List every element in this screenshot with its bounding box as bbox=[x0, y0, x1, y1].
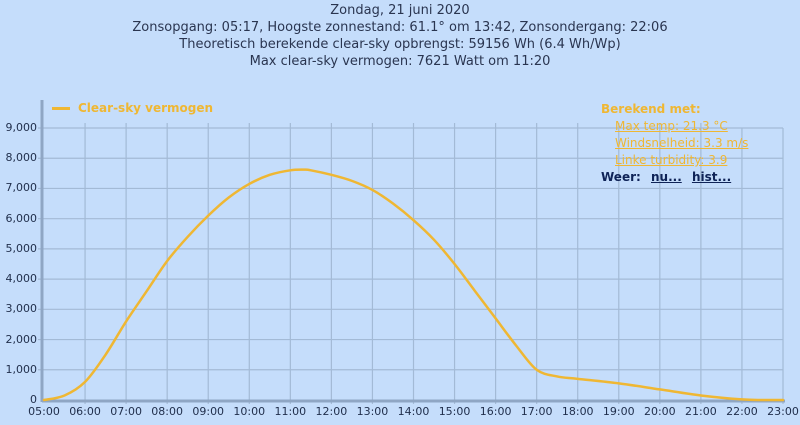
y-tick-label: 0 bbox=[30, 393, 37, 406]
y-tick-label: 2,000 bbox=[5, 332, 38, 346]
max-power: Max clear-sky vermogen: 7621 Watt om 11:… bbox=[249, 54, 551, 69]
weather-label: Weer: bbox=[601, 170, 641, 184]
wind-speed-link[interactable]: Windsnelheid: 3.3 m/s bbox=[615, 136, 749, 150]
x-tick-label: 13:00 bbox=[356, 405, 389, 418]
weather-now-link[interactable]: nu... bbox=[651, 170, 682, 184]
grid-lines bbox=[38, 123, 784, 404]
y-tick-label: 8,000 bbox=[5, 151, 38, 165]
x-tick-label: 11:00 bbox=[274, 405, 307, 418]
clear-sky-power-line bbox=[42, 168, 785, 402]
max-temp-link[interactable]: Max temp: 21.3 °C bbox=[615, 119, 728, 133]
y-tick-label: 3,000 bbox=[5, 302, 38, 316]
x-tick-label: 06:00 bbox=[69, 405, 101, 418]
y-tick-label: 5,000 bbox=[5, 241, 38, 255]
weather-hist-link[interactable]: hist... bbox=[691, 170, 732, 184]
x-tick-label: 15:00 bbox=[438, 405, 471, 418]
x-tick-label: 16:00 bbox=[479, 405, 512, 418]
legend-line-icon bbox=[52, 106, 70, 110]
x-tick-label: 12:00 bbox=[315, 405, 348, 418]
x-tick-label: 08:00 bbox=[151, 405, 183, 418]
x-tick-label: 10:00 bbox=[233, 405, 266, 418]
x-tick-label: 18:00 bbox=[561, 405, 594, 418]
date-title: Zondag, 21 juni 2020 bbox=[330, 3, 470, 18]
x-tick-label: 09:00 bbox=[192, 405, 225, 418]
chart-legend[interactable]: Clear-sky vermogen bbox=[52, 101, 213, 115]
y-tick-label: 1,000 bbox=[5, 362, 38, 376]
calculation-info: Berekend met: Max temp: 21.3 °C Windsnel… bbox=[601, 101, 748, 186]
y-tick-label: 9,000 bbox=[5, 121, 38, 134]
x-tick-label: 14:00 bbox=[397, 405, 430, 418]
y-tick-label: 4,000 bbox=[5, 272, 38, 286]
x-tick-label: 20:00 bbox=[643, 405, 676, 418]
chart-header: Zondag, 21 juni 2020 Zonsopgang: 05:17, … bbox=[0, 2, 800, 70]
x-tick-label: 07:00 bbox=[110, 405, 142, 418]
theoretical-yield: Theoretisch berekende clear-sky opbrengs… bbox=[179, 37, 621, 52]
sun-info: Zonsopgang: 05:17, Hoogste zonnestand: 6… bbox=[132, 20, 668, 35]
x-tick-label: 17:00 bbox=[520, 405, 553, 418]
x-tick-label: 22:00 bbox=[726, 405, 758, 418]
x-tick-label: 21:00 bbox=[685, 405, 717, 418]
legend-label: Clear-sky vermogen bbox=[78, 101, 214, 115]
x-tick-label: 23:00 bbox=[767, 405, 799, 418]
x-tick-label: 19:00 bbox=[602, 405, 635, 418]
turbidity-link[interactable]: Linke turbidity: 3.9 bbox=[615, 153, 728, 167]
y-tick-label: 6,000 bbox=[5, 211, 38, 225]
weather-row: Weer: nu... hist... bbox=[601, 169, 748, 186]
x-tick-label: 05:00 bbox=[28, 405, 60, 418]
info-title: Berekend met: bbox=[601, 102, 701, 116]
y-tick-label: 7,000 bbox=[5, 181, 38, 195]
